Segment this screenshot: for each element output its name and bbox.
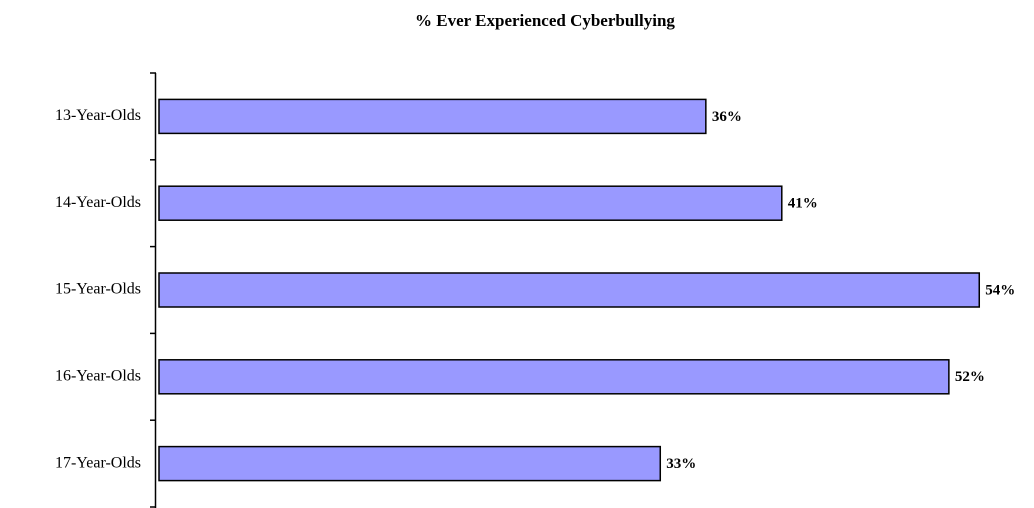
- value-label: 54%: [985, 282, 1015, 298]
- value-label: 36%: [712, 109, 742, 125]
- value-label: 33%: [666, 456, 696, 472]
- bar: [158, 185, 783, 221]
- bar: [158, 98, 707, 135]
- category-label: 15-Year-Olds: [55, 281, 141, 298]
- bar: [158, 359, 950, 395]
- bar: [158, 272, 981, 308]
- chart-title: % Ever Experienced Cyberbullying: [415, 11, 675, 30]
- category-label: 16-Year-Olds: [55, 367, 141, 384]
- bar: [158, 445, 662, 482]
- category-label: 13-Year-Olds: [55, 107, 141, 124]
- category-label: 17-Year-Olds: [55, 454, 141, 471]
- category-label: 14-Year-Olds: [55, 194, 141, 211]
- value-label: 41%: [788, 196, 818, 212]
- value-label: 52%: [955, 369, 985, 385]
